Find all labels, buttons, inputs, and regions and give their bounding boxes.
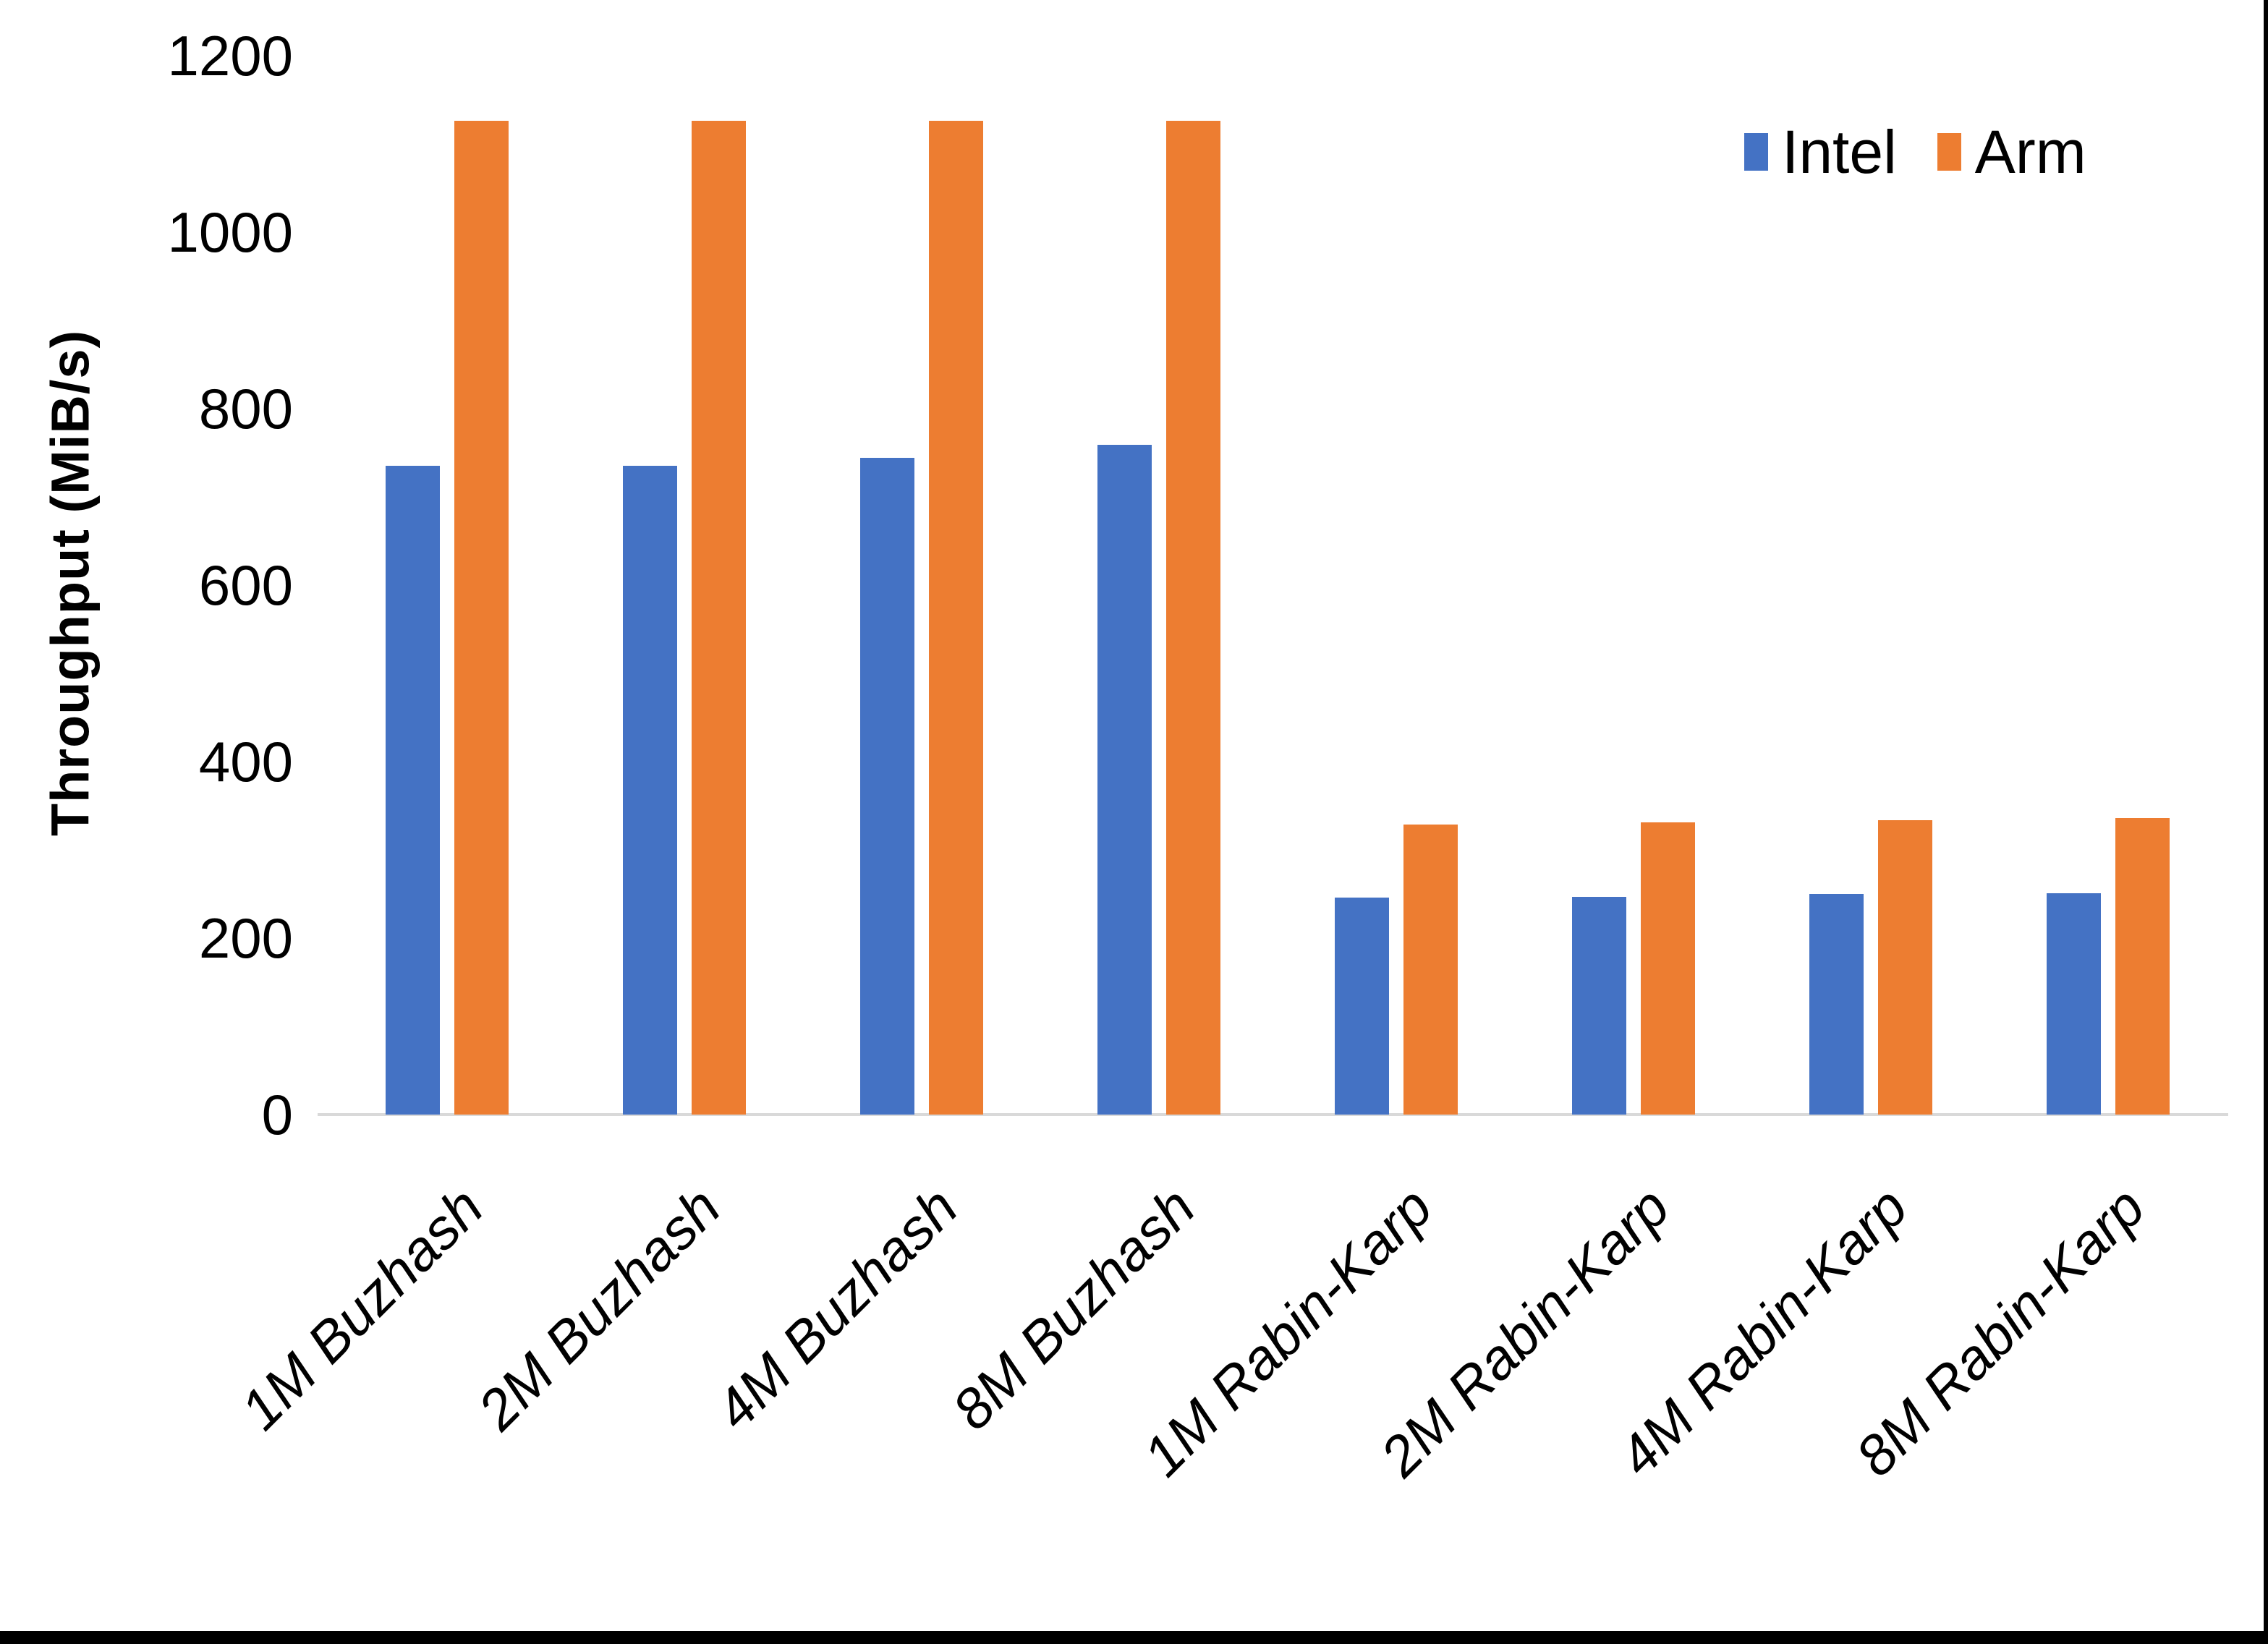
- bar-arm-1m-buzhash: [454, 121, 509, 1115]
- x-label-2m-buzhash: 2M Buzhash: [465, 1175, 733, 1442]
- legend-item-arm: Arm: [1937, 122, 2086, 182]
- y-tick-label-200: 200: [198, 906, 293, 970]
- x-label-4m-buzhash: 4M Buzhash: [702, 1175, 970, 1442]
- bar-arm-2m-buzhash: [691, 121, 746, 1115]
- screenshot-bottom-edge: [0, 1631, 2268, 1644]
- legend-label-intel: Intel: [1782, 118, 1897, 186]
- bar-arm-2m-rabin-karp: [1641, 822, 1695, 1115]
- y-tick-label-0: 0: [261, 1083, 293, 1146]
- bar-arm-8m-rabin-karp: [2115, 818, 2170, 1115]
- legend-label-arm: Arm: [1974, 118, 2086, 186]
- y-tick-label-400: 400: [198, 730, 293, 793]
- screenshot-right-edge: [2264, 0, 2268, 1644]
- y-tick-label-600: 600: [198, 553, 293, 617]
- bar-intel-8m-buzhash: [1097, 445, 1152, 1115]
- y-tick-label-1000: 1000: [167, 200, 293, 264]
- bar-intel-4m-rabin-karp: [1809, 894, 1864, 1115]
- bar-arm-4m-buzhash: [928, 121, 983, 1115]
- legend: Intel Arm: [1744, 122, 2086, 182]
- legend-swatch-intel: [1744, 133, 1768, 171]
- bar-arm-4m-rabin-karp: [1878, 819, 1933, 1115]
- y-tick-label-800: 800: [198, 377, 293, 440]
- plot-area: [318, 56, 2228, 1116]
- bar-intel-1m-buzhash: [385, 466, 440, 1115]
- bar-arm-8m-buzhash: [1165, 121, 1220, 1115]
- y-tick-label-1200: 1200: [167, 24, 293, 88]
- legend-item-intel: Intel: [1744, 122, 1897, 182]
- bar-intel-2m-rabin-karp: [1572, 896, 1626, 1115]
- x-axis-line: [318, 1113, 2228, 1116]
- bar-intel-8m-rabin-karp: [2047, 893, 2102, 1115]
- x-label-1m-buzhash: 1M Buzhash: [228, 1175, 496, 1442]
- bar-arm-1m-rabin-karp: [1403, 824, 1458, 1115]
- bar-intel-1m-rabin-karp: [1334, 897, 1389, 1115]
- bar-intel-4m-buzhash: [859, 458, 914, 1115]
- x-label-8m-buzhash: 8M Buzhash: [940, 1175, 1207, 1442]
- legend-swatch-arm: [1937, 133, 1961, 171]
- bar-intel-2m-buzhash: [622, 466, 677, 1115]
